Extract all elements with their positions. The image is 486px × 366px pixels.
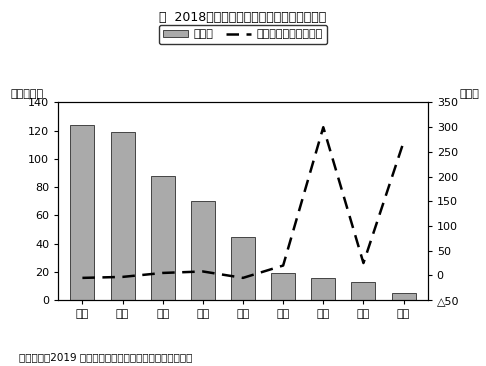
Bar — [151, 176, 175, 300]
Bar — [311, 277, 335, 300]
Text: （％）: （％） — [460, 89, 479, 98]
Bar — [231, 236, 255, 300]
Legend: 輸入量, 前年比伸び率（右軸）: 輸入量, 前年比伸び率（右軸） — [159, 25, 327, 44]
Text: （出所）「2019 中国漁業統計年鑑」を基にジェトロ作成: （出所）「2019 中国漁業統計年鑑」を基にジェトロ作成 — [19, 352, 193, 362]
Bar — [110, 132, 135, 300]
Bar — [271, 273, 295, 300]
Bar — [191, 201, 215, 300]
Bar — [351, 282, 376, 300]
Bar — [392, 293, 416, 300]
Text: （万トン）: （万トン） — [10, 89, 43, 98]
Text: 図  2018年の水産品輸入状況（主要地域別）: 図 2018年の水産品輸入状況（主要地域別） — [159, 11, 327, 24]
Bar — [70, 125, 94, 300]
